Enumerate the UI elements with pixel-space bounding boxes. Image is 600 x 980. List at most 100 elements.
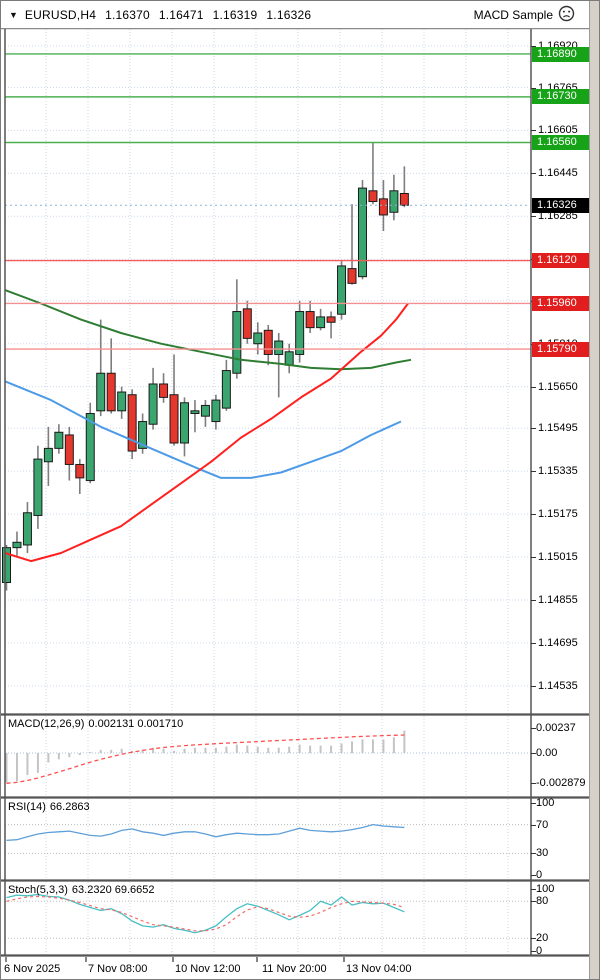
macd-panel-label: MACD(12,26,9) 0.002131 0.001710 [8,718,187,730]
macd-scale-tick [531,728,536,730]
bull-candle [179,402,189,444]
price-tick-label: 1.15015 [538,551,578,563]
macd-indicator-values: 0.002131 0.001710 [88,718,184,730]
bull-candle [190,410,200,414]
rsi-scale-label: 100 [536,797,555,809]
price-tick-mark [531,514,536,516]
bear-candle [127,394,137,452]
macd-scale-tick [531,753,536,754]
bull-candle [2,547,11,584]
stoch-k-line [6,893,405,934]
bear-candle [347,268,357,284]
moving-average-line [4,380,402,479]
stoch-scale-label: 100 [536,883,555,895]
bull-candle [389,190,399,213]
price-tick-mark [531,386,536,388]
macd-scale-label: -0.002879 [536,777,586,790]
rsi-scale-label: 0 [536,869,543,881]
time-axis-label: 13 Nov 04:00 [346,963,412,975]
macd-indicator-name: MACD(12,26,9) [8,718,85,730]
bear-candle [242,308,252,339]
price-tick-label: 1.15175 [538,508,578,521]
price-badge: 1.16120 [532,253,589,269]
macd-scale-label: 0.00 [536,747,558,759]
time-axis-label: 7 Nov 08:00 [88,963,148,975]
bull-candle [232,311,242,374]
price-tick-label: 1.15495 [538,422,578,435]
price-badge: 1.16560 [532,135,589,150]
bull-candle [117,391,127,412]
price-tick-mark [531,428,536,430]
ohlc-close-value: 1.16326 [266,7,312,22]
bull-candle [22,512,32,546]
stoch-panel-label: Stoch(5,3,3) 63.2320 69.6652 [8,884,159,896]
chart-canvas[interactable] [1,1,589,979]
bear-candle [169,394,179,444]
stoch-scale-label: 80 [536,895,549,908]
bear-candle [305,311,315,329]
bull-candle [148,383,158,425]
symbol-period-label: EURUSD,H4 [24,7,97,22]
bear-candle [399,192,409,206]
rsi-line [6,823,405,842]
bear-candle [263,329,273,355]
bull-candle [221,370,231,409]
stoch-scale-tick [531,950,536,952]
rsi-indicator-values: 66.2863 [49,801,90,813]
rsi-scale-tick [531,803,536,804]
price-tick-mark [531,216,536,218]
bull-candle [33,458,43,516]
ea-name-label: MACD Sample [473,7,553,22]
moving-average-line [4,302,409,563]
bull-candle [357,187,367,278]
bear-candle [368,190,378,203]
bull-candle [337,265,347,315]
rsi-scale-tick [531,875,536,876]
bear-candle [75,463,85,479]
price-tick-label: 1.14855 [538,594,578,606]
rsi-scale-label: 30 [536,847,549,860]
rsi-scale-tick [531,853,536,855]
stoch-indicator-values: 63.2320 69.6652 [71,884,155,896]
ohlc-high-value: 1.16471 [158,7,204,22]
time-axis-label: 6 Nov 2025 [4,963,61,975]
bull-candle [284,351,294,366]
price-tick-label: 1.14695 [538,636,578,649]
bull-candle [43,447,53,463]
stoch-scale-label: 20 [536,932,549,945]
ohlc-low-value: 1.16319 [212,7,258,22]
price-tick-mark [531,471,536,473]
bull-candle [96,372,106,412]
price-tick-label: 1.16445 [538,167,578,180]
vertical-scrollbar[interactable] [589,1,599,979]
bull-candle [12,541,22,549]
price-badge: 1.15960 [532,296,589,311]
macd-scale-tick [531,783,536,785]
bear-candle [326,316,336,323]
price-tick-label: 1.16605 [538,124,578,137]
price-badge: 1.16326 [532,197,589,213]
macd-scale-label: 0.00237 [536,722,576,735]
moving-average-line [4,289,412,371]
ohlc-open-value: 1.16370 [105,7,150,22]
symbol-dropdown-icon[interactable]: ▼ [9,9,18,20]
bull-candle [295,311,305,355]
ea-sad-face-icon[interactable] [558,5,575,25]
price-tick-mark [531,642,536,644]
price-tick-label: 1.16285 [538,210,578,223]
bull-candle [253,332,263,345]
price-tick-label: 1.15650 [538,380,578,393]
price-badge: 1.15790 [532,341,589,357]
rsi-scale-label: 70 [536,818,549,831]
rsi-panel-label: RSI(14) 66.2863 [8,801,94,813]
bull-candle [200,404,210,417]
bull-candle [138,421,148,449]
macd-signal-line [6,734,405,784]
price-badge: 1.16890 [532,46,589,62]
price-tick-mark [531,87,536,89]
stoch-scale-tick [531,938,536,940]
price-tick-mark [531,173,536,175]
bull-candle [316,316,326,329]
bear-candle [159,383,169,398]
